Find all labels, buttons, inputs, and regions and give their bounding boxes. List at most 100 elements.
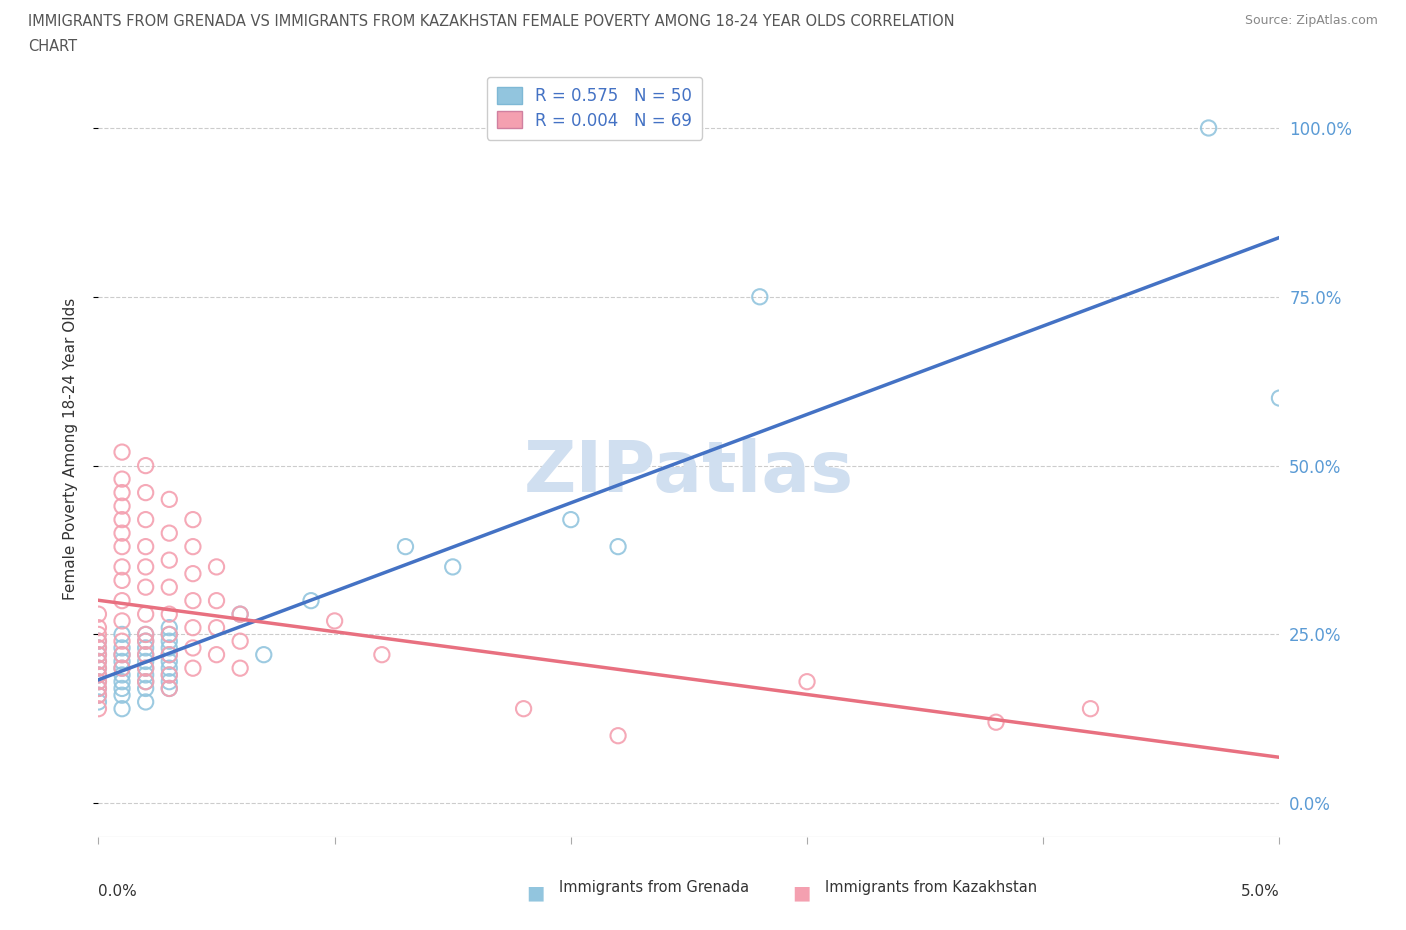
Point	[135, 512, 157, 527]
Point	[157, 647, 180, 662]
Point	[1198, 121, 1220, 136]
Point	[135, 579, 157, 594]
Point	[111, 688, 134, 703]
Point	[157, 620, 180, 635]
Point	[157, 579, 180, 594]
Point	[253, 647, 276, 662]
Point	[87, 688, 110, 703]
Point	[135, 647, 157, 662]
Point	[157, 660, 180, 675]
Point	[111, 512, 134, 527]
Point	[181, 620, 204, 635]
Point	[157, 674, 180, 689]
Point	[157, 525, 180, 540]
Point	[560, 512, 582, 527]
Point	[135, 681, 157, 696]
Point	[181, 660, 204, 675]
Point	[87, 641, 110, 656]
Point	[181, 566, 204, 581]
Point	[205, 620, 228, 635]
Text: ■: ■	[526, 884, 544, 903]
Point	[87, 674, 110, 689]
Point	[135, 633, 157, 648]
Point	[111, 681, 134, 696]
Legend: R = 0.575   N = 50, R = 0.004   N = 69: R = 0.575 N = 50, R = 0.004 N = 69	[486, 76, 702, 140]
Point	[87, 633, 110, 648]
Point	[111, 660, 134, 675]
Point	[157, 681, 180, 696]
Point	[87, 620, 110, 635]
Point	[135, 660, 157, 675]
Point	[371, 647, 394, 662]
Point	[135, 560, 157, 575]
Point	[87, 633, 110, 648]
Text: ■: ■	[792, 884, 810, 903]
Point	[111, 472, 134, 486]
Point	[748, 289, 770, 304]
Point	[984, 715, 1007, 730]
Point	[796, 674, 818, 689]
Point	[157, 633, 180, 648]
Point	[157, 654, 180, 669]
Point	[111, 701, 134, 716]
Point	[229, 633, 252, 648]
Point	[394, 539, 416, 554]
Text: ZIPatlas: ZIPatlas	[524, 437, 853, 507]
Point	[87, 701, 110, 716]
Point	[87, 674, 110, 689]
Point	[111, 498, 134, 513]
Point	[87, 654, 110, 669]
Point	[87, 660, 110, 675]
Point	[135, 641, 157, 656]
Point	[111, 633, 134, 648]
Point	[157, 647, 180, 662]
Point	[87, 606, 110, 621]
Point	[135, 660, 157, 675]
Point	[87, 654, 110, 669]
Point	[205, 593, 228, 608]
Point	[135, 606, 157, 621]
Point	[135, 485, 157, 500]
Point	[607, 539, 630, 554]
Point	[135, 668, 157, 683]
Point	[111, 674, 134, 689]
Point	[87, 668, 110, 683]
Point	[181, 593, 204, 608]
Point	[111, 573, 134, 588]
Point	[157, 668, 180, 683]
Point	[87, 681, 110, 696]
Point	[111, 539, 134, 554]
Point	[135, 695, 157, 710]
Point	[87, 627, 110, 642]
Point	[229, 606, 252, 621]
Point	[111, 445, 134, 459]
Point	[181, 512, 204, 527]
Point	[111, 627, 134, 642]
Point	[111, 485, 134, 500]
Point	[441, 560, 464, 575]
Point	[512, 701, 534, 716]
Point	[1080, 701, 1102, 716]
Point	[299, 593, 322, 608]
Point	[135, 647, 157, 662]
Point	[87, 695, 110, 710]
Point	[111, 660, 134, 675]
Point	[157, 668, 180, 683]
Point	[87, 660, 110, 675]
Text: 5.0%: 5.0%	[1240, 884, 1279, 898]
Point	[87, 681, 110, 696]
Point	[111, 647, 134, 662]
Point	[1268, 391, 1291, 405]
Point	[135, 458, 157, 473]
Text: 0.0%: 0.0%	[98, 884, 138, 898]
Text: Immigrants from Grenada: Immigrants from Grenada	[560, 880, 749, 895]
Point	[157, 492, 180, 507]
Point	[157, 606, 180, 621]
Point	[111, 668, 134, 683]
Point	[111, 654, 134, 669]
Point	[157, 552, 180, 567]
Text: Source: ZipAtlas.com: Source: ZipAtlas.com	[1244, 14, 1378, 27]
Text: CHART: CHART	[28, 39, 77, 54]
Y-axis label: Female Poverty Among 18-24 Year Olds: Female Poverty Among 18-24 Year Olds	[63, 298, 77, 600]
Point	[111, 641, 134, 656]
